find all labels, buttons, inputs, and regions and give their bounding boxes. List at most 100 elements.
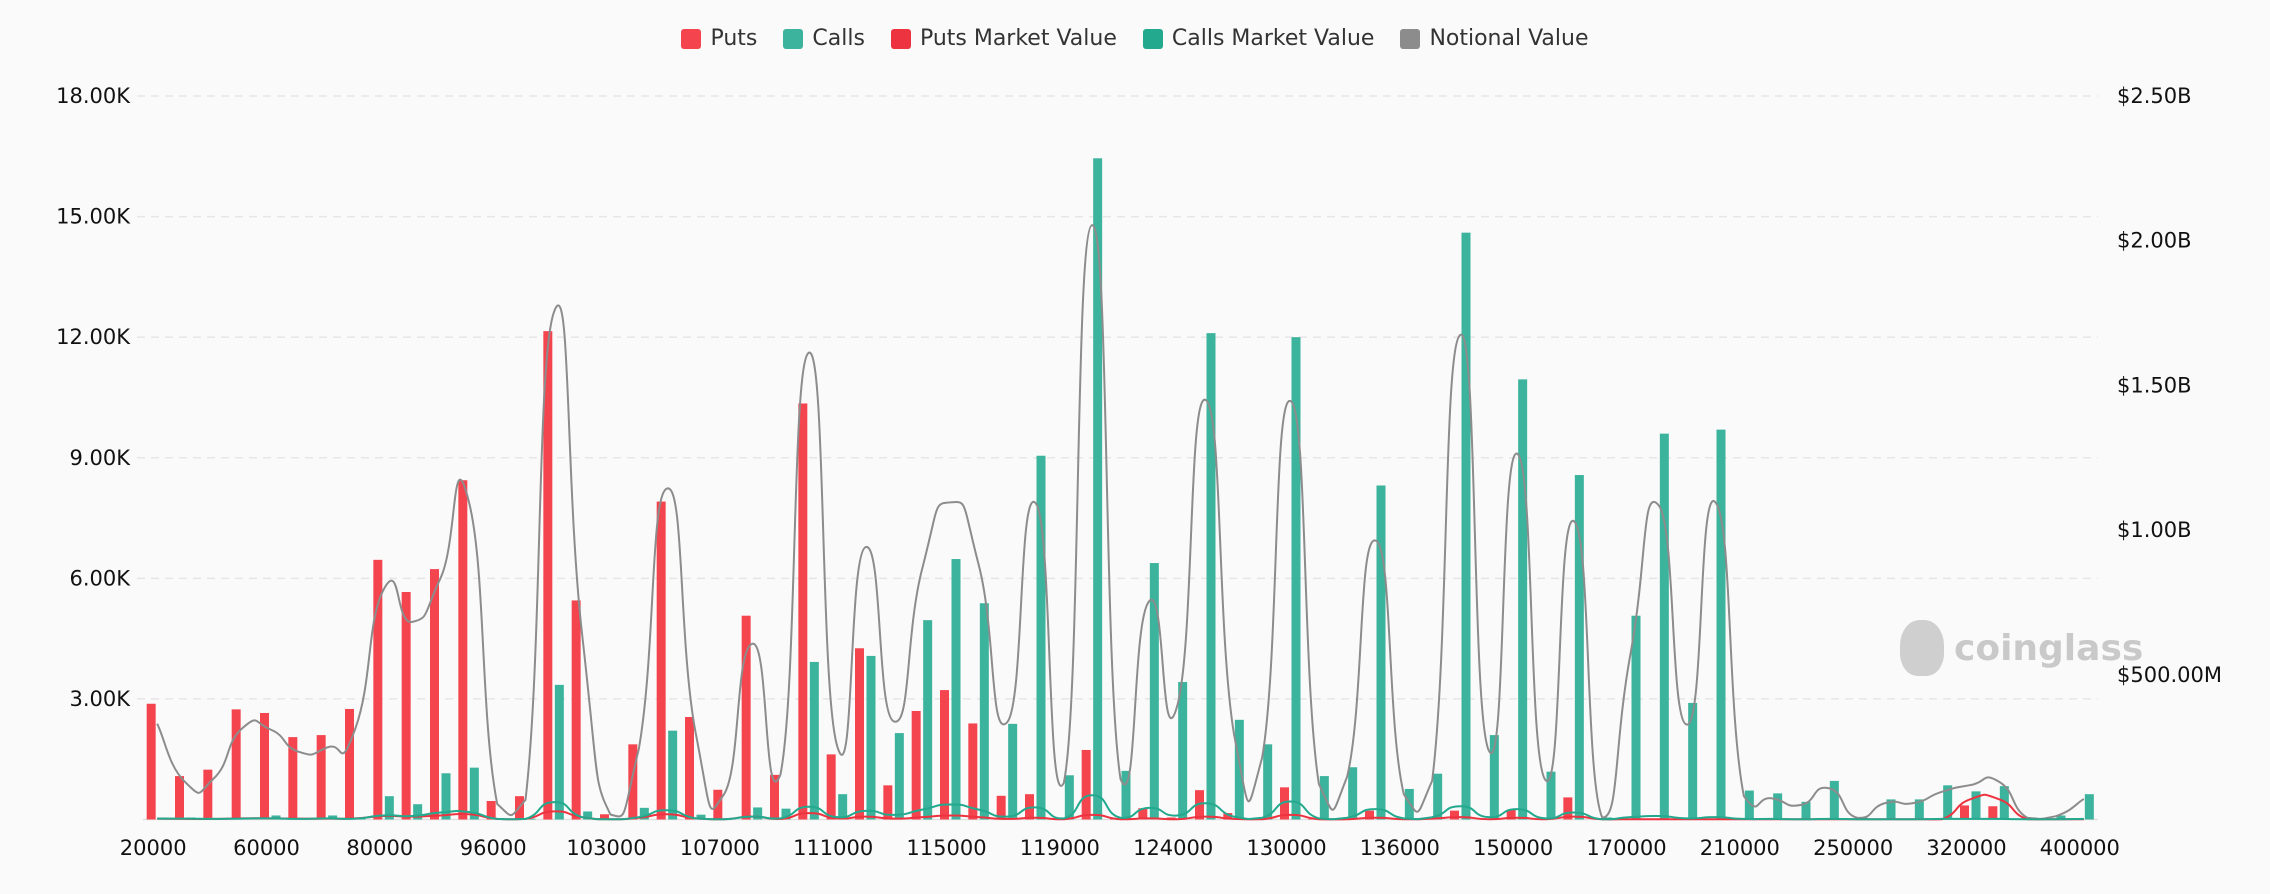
calls-bar — [1971, 791, 1981, 820]
x-tick-label: 96000 — [460, 836, 527, 860]
puts-bar — [203, 769, 213, 820]
y-right-tick-label: $1.00B — [2117, 518, 2192, 542]
calls-bar — [2056, 815, 2066, 820]
legend-label: Puts — [710, 26, 758, 51]
puts-bar — [855, 648, 864, 820]
puts-bar — [968, 723, 978, 820]
puts-bar — [741, 615, 751, 820]
puts-bar — [656, 501, 666, 820]
coinglass-watermark: coinglass — [1900, 620, 2143, 676]
puts-bar — [1563, 797, 1573, 820]
puts-bar — [628, 744, 638, 820]
x-tick-label: 103000 — [566, 836, 646, 860]
puts-bar — [345, 708, 354, 820]
puts-bar — [1988, 806, 1998, 820]
x-tick-label: 119000 — [1020, 836, 1100, 860]
calls-bar — [1149, 563, 1159, 820]
puts-bar — [940, 690, 949, 820]
calls-bar — [1461, 232, 1471, 820]
puts-bar — [883, 785, 893, 820]
y-left-tick-label: 18.00K — [56, 84, 131, 108]
calls-bar — [1348, 767, 1358, 820]
legend-item-calls-market-value[interactable]: Calls Market Value — [1142, 26, 1375, 51]
calls-bar — [1546, 771, 1556, 820]
x-tick-label: 115000 — [906, 836, 986, 860]
y-left-tick-label: 9.00K — [69, 446, 131, 470]
calls-bar — [1943, 785, 1953, 820]
calls-bar — [668, 730, 678, 820]
calls-bar — [1631, 615, 1641, 820]
calls-bar — [1914, 799, 1924, 820]
legend-label: Calls — [812, 26, 865, 51]
legend-item-puts[interactable]: Puts — [681, 26, 757, 51]
calls-bar — [1121, 770, 1131, 820]
x-tick-label: 210000 — [1700, 836, 1780, 860]
calls-bar — [1064, 775, 1074, 820]
puts-bar — [571, 600, 581, 820]
calls-bar — [1206, 333, 1216, 820]
x-tick-label: 136000 — [1360, 836, 1440, 860]
calls-bar — [753, 807, 763, 820]
calls-bar — [384, 796, 394, 820]
puts-bar — [1960, 805, 1969, 820]
x-tick-label: 130000 — [1246, 836, 1326, 860]
calls-bar — [1886, 799, 1896, 820]
x-tick-label: 60000 — [233, 836, 300, 860]
puts-bar — [401, 591, 411, 820]
calls-bar — [1744, 790, 1754, 820]
calls-bar — [809, 661, 819, 820]
puts-bar — [175, 776, 184, 820]
legend-item-puts-market-value[interactable]: Puts Market Value — [890, 26, 1117, 51]
calls-bar — [1716, 429, 1726, 820]
calls-bar — [979, 603, 989, 820]
calls-bar — [554, 684, 564, 820]
puts-bar — [826, 754, 836, 820]
calls-bar — [1008, 723, 1018, 820]
puts-bar — [1365, 810, 1374, 820]
calls-bar — [1518, 379, 1528, 820]
calls-bar — [2084, 794, 2094, 820]
calls-bar — [696, 814, 706, 820]
y-left-tick-label: 12.00K — [56, 325, 131, 349]
calls-bar — [583, 811, 593, 820]
puts-bar — [1280, 787, 1289, 820]
puts-bar — [316, 735, 326, 820]
calls-bar — [951, 559, 961, 820]
puts-bar — [1223, 813, 1233, 820]
x-tick-label: 124000 — [1133, 836, 1213, 860]
notional-value-line — [156, 224, 2085, 820]
calls-bar — [1773, 793, 1783, 820]
calls-bar — [469, 767, 479, 820]
puts-bar — [146, 703, 156, 820]
calls-bar — [526, 818, 536, 820]
y-right-tick-label: $500.00M — [2117, 663, 2222, 687]
puts-bar — [288, 737, 298, 820]
legend-item-calls[interactable]: Calls — [783, 26, 865, 51]
legend-swatch-icon — [681, 28, 702, 49]
puts-bar — [231, 709, 241, 820]
puts-bar — [373, 559, 383, 820]
x-tick-label: 170000 — [1586, 836, 1666, 860]
y-left-tick-label: 6.00K — [69, 566, 131, 590]
puts-bar — [1081, 749, 1091, 820]
calls-bar — [894, 733, 904, 820]
calls-bar — [413, 804, 423, 820]
legend-swatch-icon — [1142, 28, 1163, 49]
puts-bar — [1138, 808, 1148, 820]
legend-label: Calls Market Value — [1171, 26, 1375, 51]
puts-bar — [1195, 790, 1204, 820]
puts-bar — [1450, 810, 1459, 820]
x-tick-label: 80000 — [346, 836, 413, 860]
calls-bar — [639, 807, 649, 820]
calls-bar — [1801, 801, 1811, 820]
calls-bar — [1234, 719, 1244, 820]
y-right-tick-label: $2.50B — [2117, 84, 2192, 108]
x-tick-label: 400000 — [2040, 836, 2120, 860]
legend-item-notional-value[interactable]: Notional Value — [1400, 26, 1589, 51]
calls-bar — [1093, 158, 1103, 820]
chart-legend: Puts Calls Puts Market Value Calls Market V… — [0, 26, 2270, 51]
puts-bar — [911, 710, 921, 820]
y-right-tick-label: $2.00B — [2117, 229, 2192, 253]
puts-bar — [486, 801, 496, 820]
